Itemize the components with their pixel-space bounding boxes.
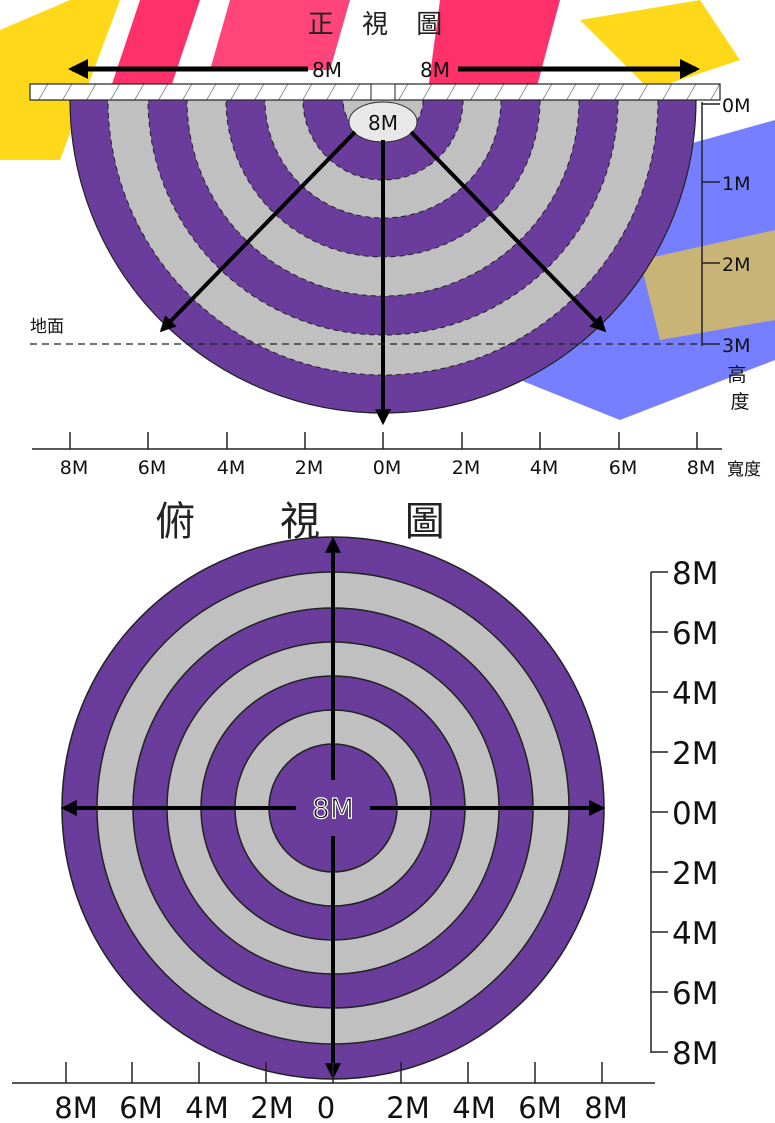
right-range-label: 8M <box>420 58 450 82</box>
width-tick-label: 8M <box>60 457 88 479</box>
top-bottom-axis: 8M 6M 4M 2M 0 2M 4M 6M 8M <box>12 1062 655 1123</box>
ground-label: 地面 <box>30 317 64 337</box>
height-tick-label: 0M <box>722 95 750 117</box>
top-right-axis: 8M 6M 4M 2M 0M 2M 4M 6M 8M <box>650 556 718 1072</box>
sensor-mount <box>370 83 396 101</box>
width-tick-label: 4M <box>217 457 245 479</box>
right-tick-label: 4M <box>672 676 718 712</box>
top-view-title: 俯 視 圖 <box>155 499 480 545</box>
bottom-tick-label: 6M <box>518 1091 561 1123</box>
right-tick-label: 8M <box>672 1036 718 1072</box>
right-tick-label: 0M <box>672 796 718 832</box>
width-tick-label: 2M <box>452 457 480 479</box>
width-tick-label: 6M <box>138 457 166 479</box>
width-tick-label: 6M <box>609 457 637 479</box>
bottom-tick-label: 2M <box>386 1091 429 1123</box>
left-range-label: 8M <box>312 58 342 82</box>
top-coverage-circle <box>61 536 605 1080</box>
width-tick-label: 0M <box>373 457 401 479</box>
right-tick-label: 8M <box>672 556 718 592</box>
width-axis: 8M 6M 4M 2M 0M 2M 4M 6M 8M 寬度 <box>32 432 761 480</box>
height-tick-label: 2M <box>722 254 750 276</box>
top-view: 俯 視 圖 8M 8M 6M <box>12 499 718 1123</box>
bottom-tick-label: 4M <box>185 1091 228 1123</box>
top-center-label: 8M <box>312 792 354 825</box>
height-axis-label: 高 度 <box>727 364 752 413</box>
right-tick-label: 2M <box>672 856 718 892</box>
width-tick-label: 2M <box>295 457 323 479</box>
right-tick-label: 6M <box>672 976 718 1012</box>
bottom-tick-label: 8M <box>54 1091 97 1123</box>
bottom-tick-label: 2M <box>250 1091 293 1123</box>
bottom-tick-label: 0 <box>317 1091 335 1123</box>
right-tick-label: 6M <box>672 616 718 652</box>
bottom-tick-label: 8M <box>584 1091 627 1123</box>
bottom-tick-label: 4M <box>452 1091 495 1123</box>
front-view: 正 視 圖 8M 8M 8M 地面 <box>29 10 761 480</box>
width-axis-label: 寬度 <box>727 460 761 480</box>
height-tick-label: 1M <box>722 173 750 195</box>
detection-arrow-right <box>409 130 607 333</box>
bottom-tick-label: 6M <box>119 1091 162 1123</box>
front-view-title: 正 視 圖 <box>308 10 453 40</box>
detection-arrow-left <box>159 130 357 333</box>
front-center-label: 8M <box>368 111 398 135</box>
height-tick-label: 3M <box>722 335 750 357</box>
height-axis: 0M 1M 2M 3M 高 度 <box>701 95 752 413</box>
right-tick-label: 2M <box>672 736 718 772</box>
right-tick-label: 4M <box>672 916 718 952</box>
width-tick-label: 4M <box>530 457 558 479</box>
width-tick-label: 8M <box>687 457 715 479</box>
